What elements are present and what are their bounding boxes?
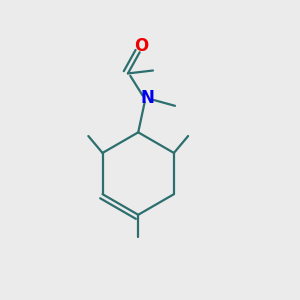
Text: N: N (140, 89, 154, 107)
Text: O: O (134, 37, 148, 55)
